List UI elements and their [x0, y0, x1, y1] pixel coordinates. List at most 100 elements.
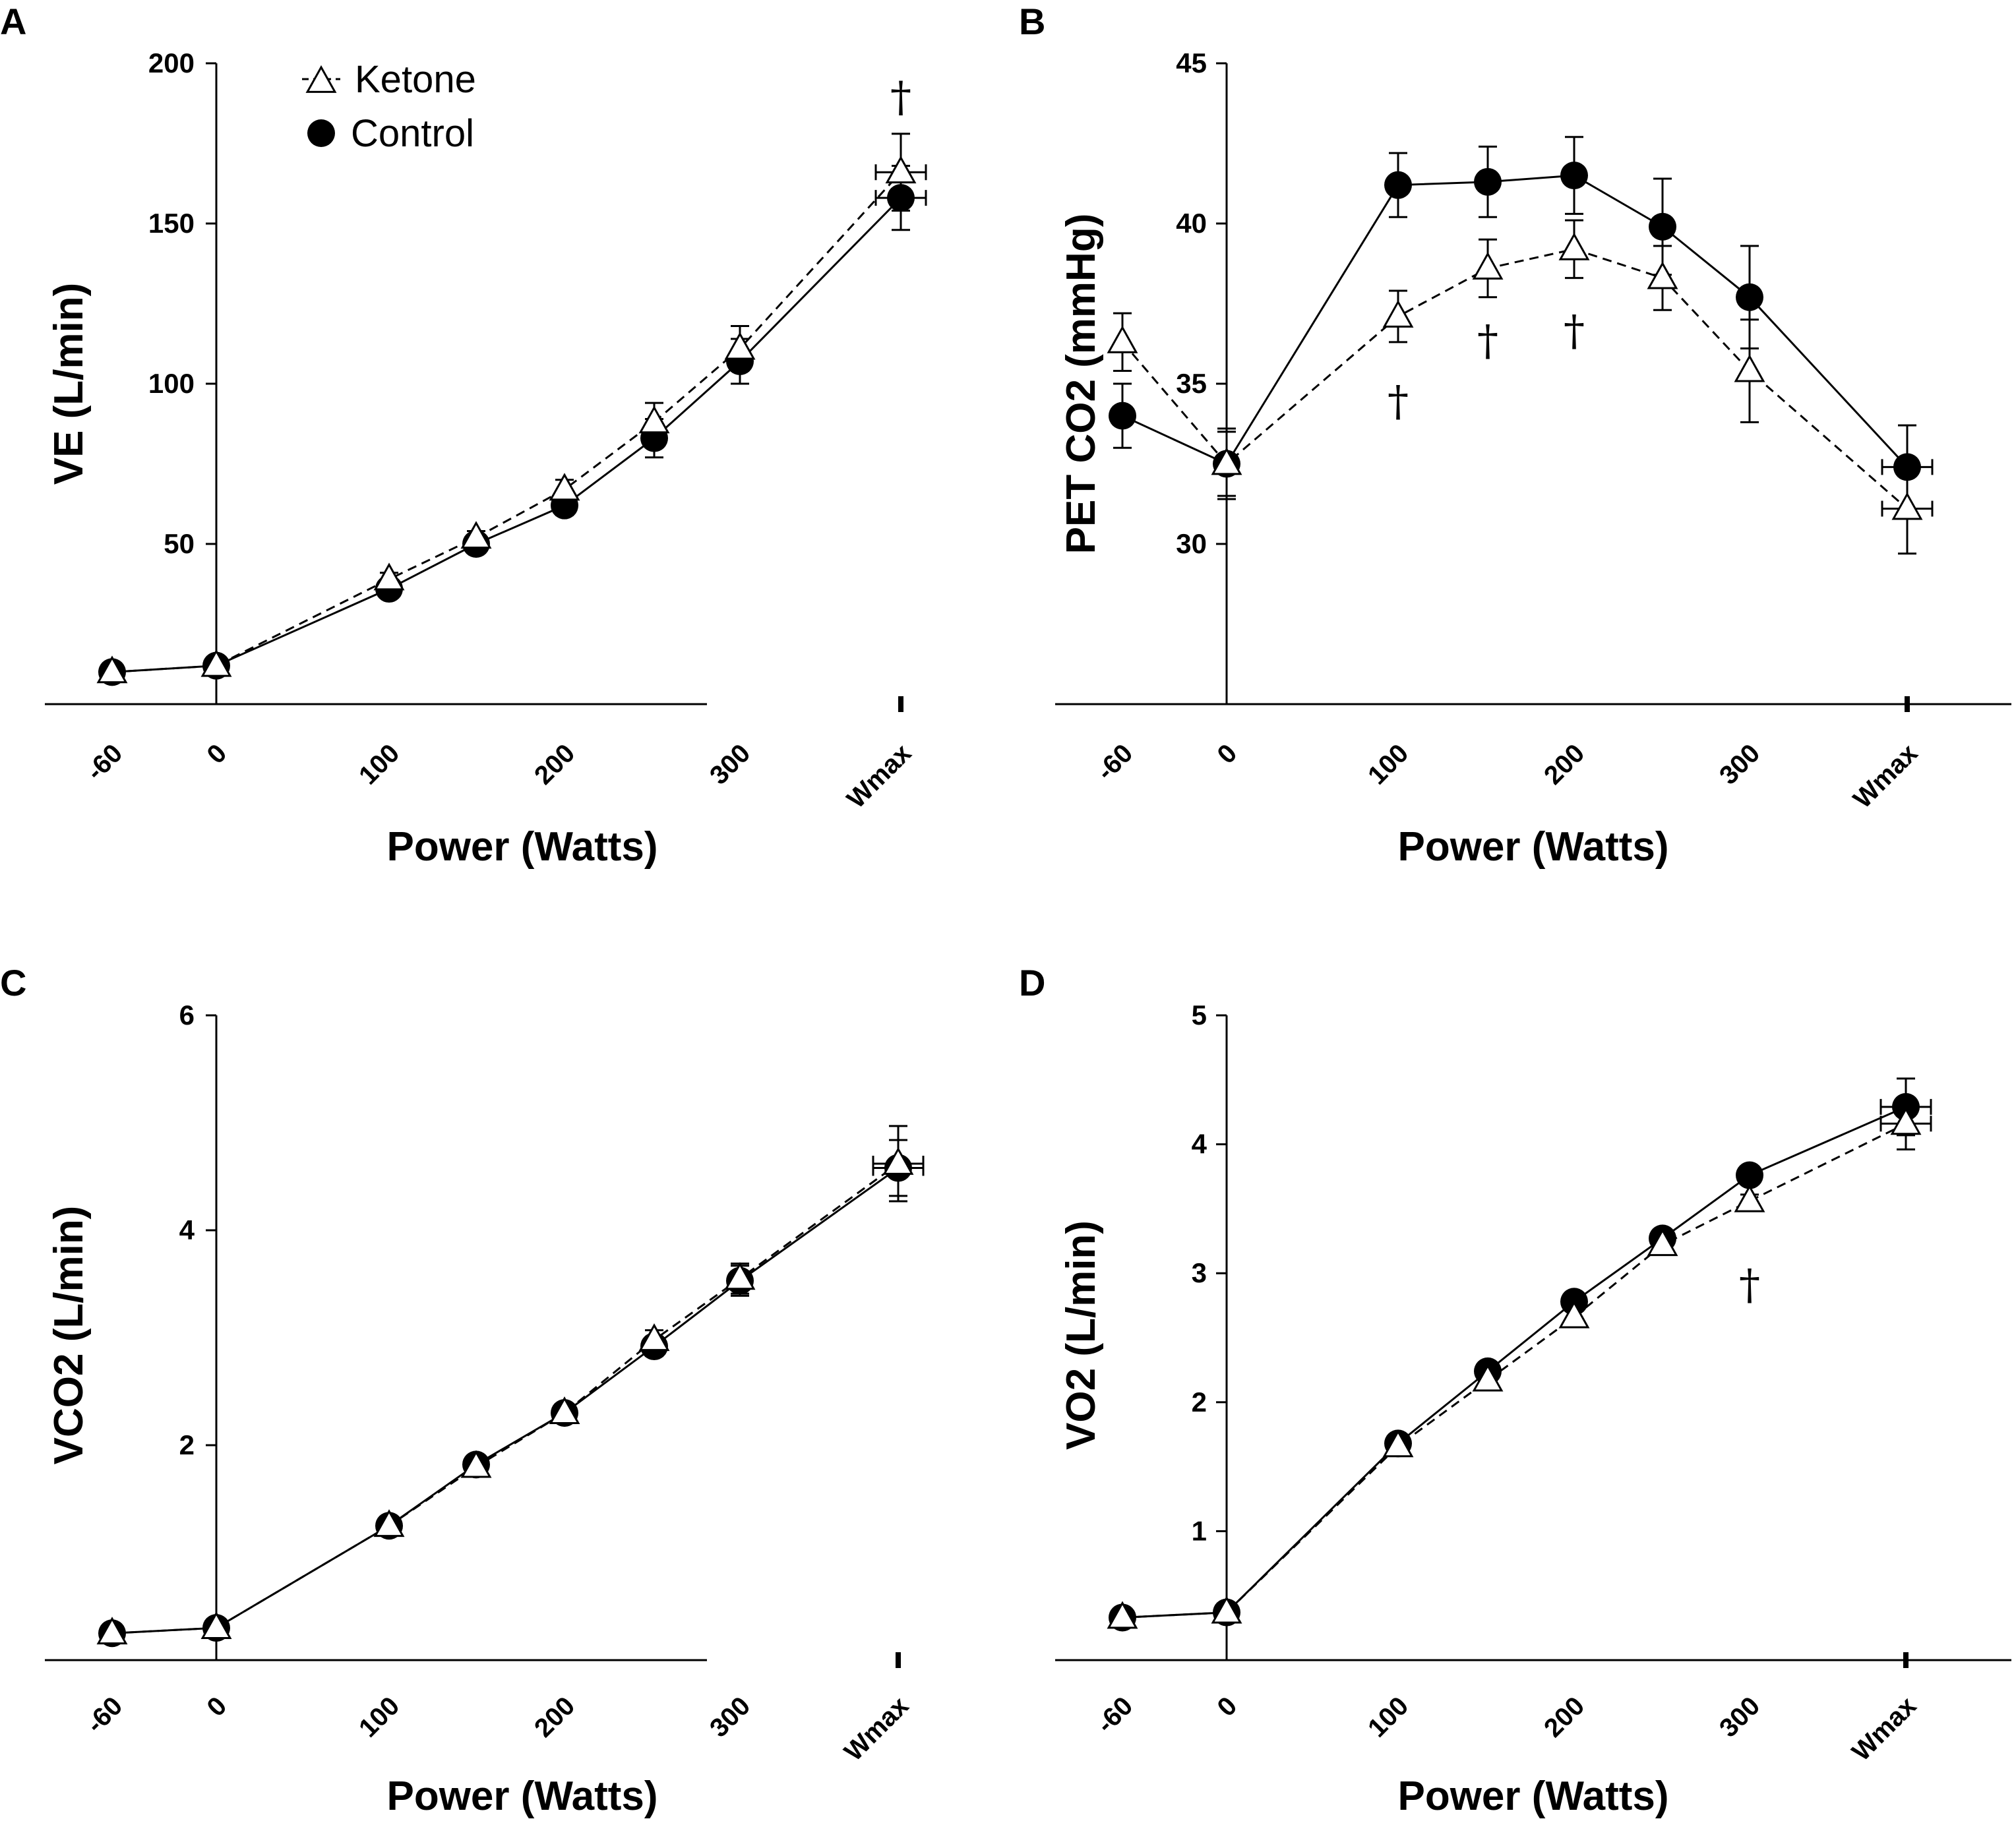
- x-tick-label: 200: [1539, 738, 1590, 790]
- x-tick-label: 0: [1212, 738, 1243, 769]
- x-tick-label: 0: [202, 738, 233, 769]
- significance-dagger: †: [1564, 307, 1585, 356]
- ketone-data-point: [1647, 1228, 1678, 1257]
- x-tick-label: -60: [80, 1691, 128, 1739]
- y-tick-label: 50: [164, 528, 195, 559]
- x-tick-label: 0: [1212, 1691, 1243, 1722]
- ketone-data-point: [460, 1450, 492, 1478]
- y-tick-label: 200: [148, 47, 195, 78]
- y-tick-label: 2: [179, 1429, 195, 1460]
- significance-dagger: †: [1739, 1261, 1760, 1309]
- ketone-data-point: [1890, 1107, 1922, 1135]
- ketone-data-point: [1472, 1363, 1504, 1392]
- y-tick-label: 35: [1176, 368, 1207, 399]
- panel-letter: C: [0, 962, 26, 1003]
- y-tick-label: 150: [148, 208, 195, 239]
- y-tick-label: 4: [179, 1214, 195, 1245]
- x-axis-title: Power (Watts): [386, 824, 657, 870]
- control-data-point: [887, 184, 915, 212]
- control-data-point: [1893, 453, 1921, 481]
- y-tick-label: 4: [1192, 1129, 1207, 1160]
- legend-ketone-label: Ketone: [355, 58, 476, 101]
- ketone-data-point: [96, 1617, 128, 1645]
- ketone-data-point: [638, 405, 670, 434]
- x-tick-label: 200: [529, 1691, 580, 1743]
- control-data-point: [1109, 402, 1136, 430]
- x-tick-label: 0: [202, 1691, 233, 1722]
- ketone-data-point: [724, 332, 756, 360]
- ketone-data-point: [373, 1509, 405, 1537]
- control-series-line: [111, 1167, 899, 1634]
- x-tick-label: Wmax: [841, 738, 917, 814]
- ketone-data-point: [724, 1262, 756, 1290]
- ketone-data-point: [1558, 232, 1590, 260]
- x-tick-label: 100: [353, 1691, 405, 1743]
- x-axis-title: Power (Watts): [1397, 1774, 1668, 1819]
- x-tick-mark: [1903, 1652, 1909, 1668]
- ketone-data-point: [1472, 251, 1504, 280]
- x-tick-label: Wmax: [1847, 1691, 1922, 1766]
- ketone-data-point: [96, 655, 128, 684]
- ketone-data-point: [882, 1147, 914, 1175]
- x-tick-mark: [1905, 696, 1910, 712]
- ketone-data-point: [638, 1323, 670, 1352]
- chart-panel-b: B 30 35 40 45 -60 0 100 200 300 Wmax PET CO2 (mmHg)…: [1019, 1, 2011, 870]
- ketone-data-point: [549, 1396, 580, 1424]
- x-tick-label: Wmax: [1848, 738, 1923, 814]
- panel-letter: B: [1019, 1, 1045, 42]
- control-data-point: [1649, 212, 1676, 241]
- panel-letter: D: [1019, 962, 1045, 1003]
- control-series-line: [111, 197, 902, 673]
- x-tick-label: 300: [704, 1691, 756, 1743]
- ketone-data-point: [885, 156, 917, 184]
- x-tick-label: -60: [1091, 1691, 1138, 1739]
- ketone-data-point: [1107, 325, 1138, 353]
- y-tick-label: 30: [1176, 528, 1207, 559]
- ketone-data-point: [200, 1611, 232, 1639]
- ketone-data-point: [1734, 354, 1765, 382]
- x-tick-label: 200: [1539, 1691, 1590, 1743]
- control-series-line: [1122, 1106, 1907, 1619]
- y-axis-title: VE (L/min): [46, 283, 92, 485]
- chart-panel-d: D 1 2 3 4 5 -60 0 100 200 300 Wmax VO2 (L/min) Power …: [1019, 962, 2011, 1819]
- significance-dagger: †: [1477, 316, 1498, 365]
- y-tick-label: 6: [179, 1000, 195, 1030]
- ketone-series-line: [1121, 248, 1908, 510]
- control-data-point: [1560, 162, 1588, 190]
- legend-control-label: Control: [351, 112, 474, 155]
- ketone-series-line: [111, 171, 902, 673]
- x-tick-label: -60: [1091, 738, 1138, 786]
- y-tick-label: 3: [1192, 1257, 1207, 1288]
- ketone-data-point: [1211, 1596, 1242, 1624]
- x-tick-label: 100: [1362, 738, 1414, 790]
- x-axis-title: Power (Watts): [386, 1774, 657, 1819]
- ketone-data-point: [1647, 261, 1678, 289]
- y-tick-label: 5: [1192, 1000, 1207, 1030]
- panel-letter: A: [0, 1, 26, 42]
- control-data-point: [1474, 167, 1502, 196]
- y-axis-title: VCO2 (L/min): [46, 1206, 92, 1465]
- x-tick-label: 300: [704, 738, 756, 790]
- chart-panel-c: C 2 4 6 -60 0 100 200 300 Wmax VCO2 (L/min) Power (…: [0, 962, 925, 1819]
- x-tick-mark: [896, 1652, 901, 1668]
- x-tick-label: 300: [1714, 738, 1765, 790]
- x-tick-mark: [898, 696, 903, 712]
- legend-ketone-marker: [305, 65, 337, 93]
- chart-panel-a: A 50 100 150 200 -60 0 100 200 300 Wmax VE (L/min) P…: [0, 1, 927, 870]
- x-tick-label: -60: [80, 738, 128, 786]
- x-tick-label: 100: [1362, 1691, 1414, 1743]
- ketone-series-line: [1122, 1122, 1907, 1619]
- control-data-point: [1892, 1092, 1920, 1121]
- y-tick-label: 45: [1176, 47, 1207, 78]
- x-tick-label: 100: [353, 738, 405, 790]
- control-series-line: [1122, 174, 1909, 468]
- ketone-data-point: [549, 473, 580, 501]
- x-tick-label: Wmax: [839, 1691, 914, 1766]
- x-tick-label: 300: [1714, 1691, 1765, 1743]
- y-axis-title: VO2 (L/min): [1058, 1220, 1104, 1450]
- x-axis-title: Power (Watts): [1397, 824, 1668, 870]
- ketone-data-point: [460, 521, 492, 549]
- x-tick-label: 200: [529, 738, 580, 790]
- y-tick-label: 1: [1192, 1515, 1207, 1546]
